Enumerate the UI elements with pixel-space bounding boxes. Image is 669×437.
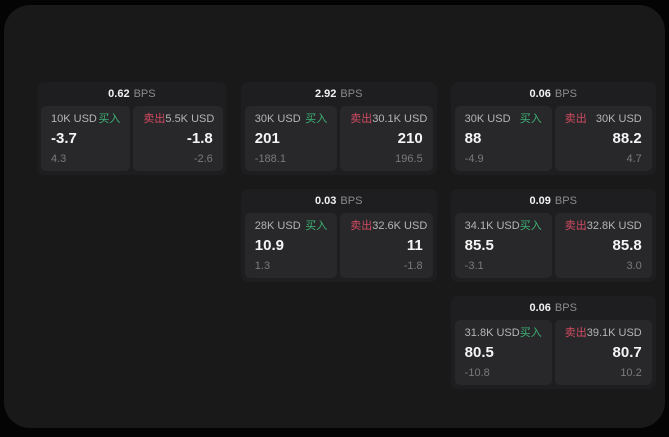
bps-unit-label: BPS: [554, 195, 577, 207]
sell-quote-panel[interactable]: 卖出 32.8K USD 85.8 3.0: [554, 213, 652, 278]
buy-delta: -3.1: [464, 260, 484, 272]
buy-quote-panel[interactable]: 30K USD 买入 88 -4.9: [454, 106, 552, 171]
quote-card: 0.09 BPS 34.1K USD 买入 85.5 -3.1 卖出 32.8K…: [450, 189, 656, 282]
buy-side-label: 买入: [305, 220, 328, 232]
buy-delta: -188.1: [254, 153, 286, 165]
buy-side-label: 买入: [519, 220, 542, 232]
sell-delta: -1.8: [403, 260, 423, 272]
sell-side-label: 卖出: [143, 113, 166, 125]
buy-quote-panel[interactable]: 28K USD 买入 10.9 1.3: [244, 213, 338, 278]
sell-price: 80.7: [612, 344, 642, 361]
bps-unit-label: BPS: [554, 88, 577, 100]
quote-card: 0.06 BPS 30K USD 买入 88 -4.9 卖出 30K USD: [450, 82, 656, 175]
bps-value: 0.03: [315, 195, 337, 207]
quote-card: 2.92 BPS 30K USD 买入 201 -188.1 卖出 30.1K …: [240, 82, 437, 175]
app-surface: 0.62 BPS 10K USD 买入 -3.7 4.3 卖出 5.5K USD: [4, 5, 665, 428]
quote-card-grid: 0.62 BPS 10K USD 买入 -3.7 4.3 卖出 5.5K USD: [37, 82, 656, 389]
sell-amount: 5.5K USD: [165, 113, 215, 125]
buy-quote-panel[interactable]: 30K USD 买入 201 -188.1: [244, 106, 338, 171]
buy-quote-panel[interactable]: 34.1K USD 买入 85.5 -3.1: [454, 213, 552, 278]
buy-price: 80.5: [464, 344, 494, 361]
sell-price: -1.8: [186, 130, 213, 147]
buy-side-label: 买入: [519, 113, 542, 125]
bps-value: 0.06: [529, 88, 551, 100]
sell-delta: 4.7: [626, 153, 642, 165]
sell-delta: -2.6: [193, 153, 213, 165]
sell-quote-panel[interactable]: 卖出 30.1K USD 210 196.5: [340, 106, 433, 171]
sell-amount: 30K USD: [595, 113, 642, 125]
buy-price: 10.9: [254, 237, 284, 254]
sell-side-label: 卖出: [564, 327, 587, 339]
sell-side-label: 卖出: [564, 113, 587, 125]
buy-delta: -4.9: [464, 153, 484, 165]
sell-quote-panel[interactable]: 卖出 30K USD 88.2 4.7: [554, 106, 652, 171]
bps-value: 2.92: [315, 88, 337, 100]
sell-delta: 3.0: [626, 260, 642, 272]
buy-side-label: 买入: [519, 327, 542, 339]
sell-side-label: 卖出: [564, 220, 587, 232]
quote-card: 0.62 BPS 10K USD 买入 -3.7 4.3 卖出 5.5K USD: [37, 82, 227, 175]
bps-header: 0.03 BPS: [245, 189, 433, 213]
bps-unit-label: BPS: [340, 195, 363, 207]
bps-value: 0.09: [529, 195, 551, 207]
sell-side-label: 卖出: [350, 113, 373, 125]
buy-side-label: 买入: [305, 113, 328, 125]
sell-quote-panel[interactable]: 卖出 32.6K USD 11 -1.8: [340, 213, 433, 278]
sell-amount: 30.1K USD: [372, 113, 428, 125]
sell-price: 210: [397, 130, 423, 147]
buy-price: -3.7: [51, 130, 77, 147]
buy-side-label: 买入: [98, 113, 121, 125]
buy-price: 201: [254, 130, 280, 147]
bps-header: 2.92 BPS: [245, 82, 433, 106]
sell-amount: 39.1K USD: [586, 327, 642, 339]
sell-delta: 10.2: [620, 367, 642, 379]
bps-unit-label: BPS: [340, 88, 363, 100]
sell-quote-panel[interactable]: 卖出 39.1K USD 80.7 10.2: [554, 320, 652, 385]
bps-value: 0.62: [108, 88, 130, 100]
buy-price: 88: [464, 130, 482, 147]
quote-card: 0.06 BPS 31.8K USD 买入 80.5 -10.8 卖出 39.1…: [450, 296, 656, 389]
buy-amount: 30K USD: [254, 113, 301, 125]
buy-amount: 28K USD: [254, 220, 301, 232]
buy-delta: 1.3: [254, 260, 271, 272]
bps-value: 0.06: [529, 302, 551, 314]
bps-header: 0.06 BPS: [455, 296, 652, 320]
sell-quote-panel[interactable]: 卖出 5.5K USD -1.8 -2.6: [133, 106, 223, 171]
sell-amount: 32.8K USD: [586, 220, 642, 232]
buy-quote-panel[interactable]: 31.8K USD 买入 80.5 -10.8: [454, 320, 552, 385]
buy-delta: 4.3: [51, 153, 67, 165]
bps-header: 0.06 BPS: [455, 82, 652, 106]
sell-price: 85.8: [612, 237, 642, 254]
sell-price: 88.2: [612, 130, 642, 147]
bps-unit-label: BPS: [554, 302, 577, 314]
buy-amount: 30K USD: [464, 113, 511, 125]
sell-price: 11: [406, 237, 423, 254]
sell-amount: 32.6K USD: [372, 220, 428, 232]
bps-header: 0.09 BPS: [455, 189, 652, 213]
buy-delta: -10.8: [464, 367, 490, 379]
buy-amount: 34.1K USD: [464, 220, 520, 232]
buy-quote-panel[interactable]: 10K USD 买入 -3.7 4.3: [41, 106, 131, 171]
bps-header: 0.62 BPS: [41, 82, 223, 106]
buy-amount: 31.8K USD: [464, 327, 520, 339]
sell-delta: 196.5: [395, 153, 423, 165]
buy-amount: 10K USD: [51, 113, 97, 125]
bps-unit-label: BPS: [133, 88, 156, 100]
quote-card: 0.03 BPS 28K USD 买入 10.9 1.3 卖出 32.6K US…: [240, 189, 437, 282]
buy-price: 85.5: [464, 237, 494, 254]
sell-side-label: 卖出: [350, 220, 373, 232]
